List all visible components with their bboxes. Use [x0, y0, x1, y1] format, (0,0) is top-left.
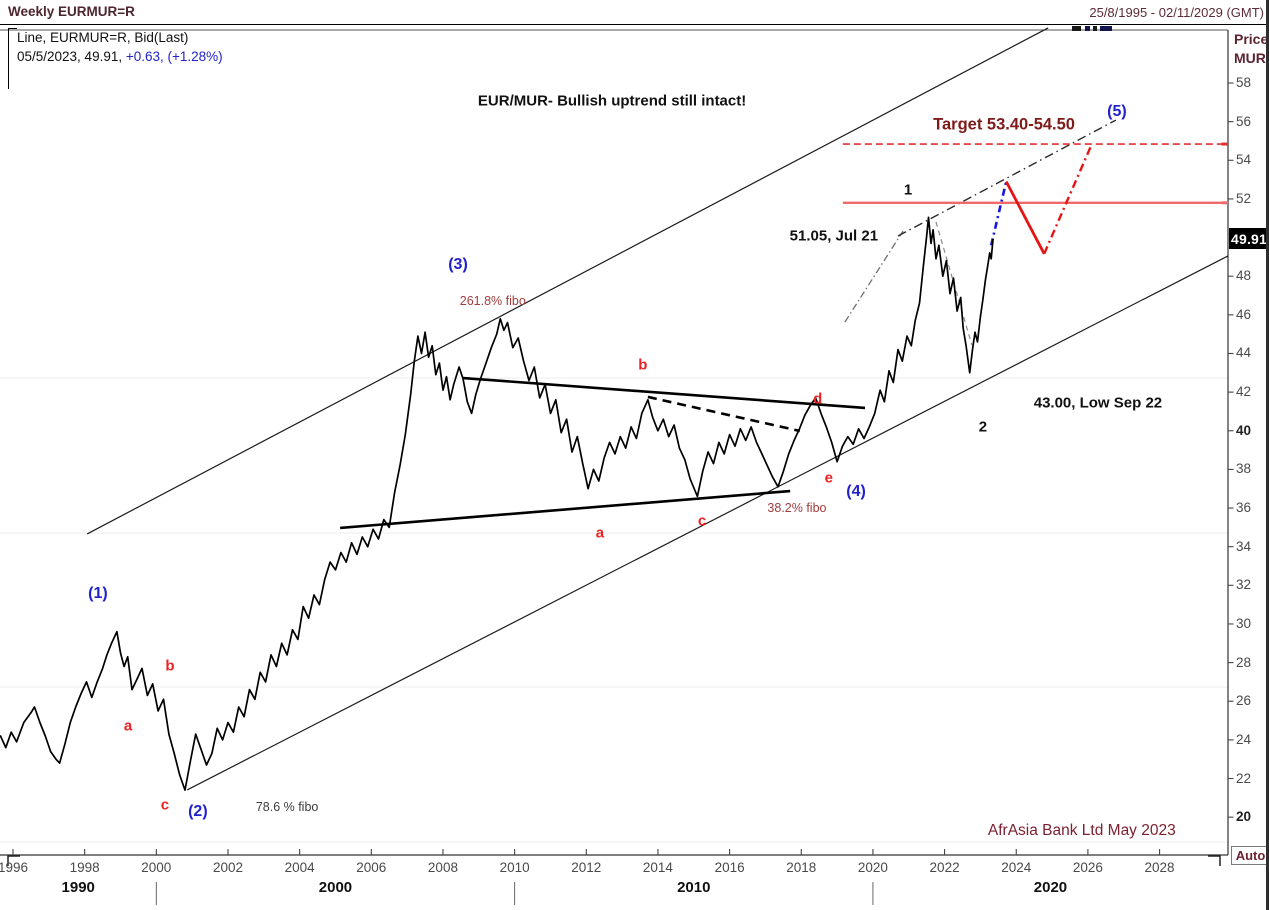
legend-bracket — [8, 28, 17, 89]
y-axis-tick-label: 40 — [1236, 422, 1252, 438]
corner-bracket-left — [7, 855, 20, 866]
y-axis-tick-label: 54 — [1236, 152, 1252, 168]
y-axis-tick-label: 38 — [1236, 461, 1252, 477]
clipped-annotation-fragment — [1093, 26, 1097, 31]
annotation-chart-headline: EUR/MUR- Bullish uptrend still intact! — [477, 92, 747, 110]
y-axis-tick-label: 36 — [1236, 500, 1252, 516]
auto-scale-button[interactable]: Auto — [1231, 846, 1269, 865]
annotation-note-low: 43.00, Low Sep 22 — [1033, 394, 1163, 412]
annotation-wave-c2: c — [697, 512, 707, 530]
annotation-wave-e: e — [824, 469, 834, 487]
annotation-wave-c1: c — [160, 796, 170, 814]
x-axis-year-label: 2014 — [642, 860, 673, 875]
y-axis-tick-label: 44 — [1236, 345, 1252, 361]
x-axis-year-label: 2026 — [1072, 860, 1103, 875]
legend-series-label: Line, EURMUR=R, Bid(Last) — [17, 30, 189, 45]
annotation-fibo-382: 38.2% fibo — [767, 501, 827, 516]
title-bar: Weekly EURMUR=R 25/8/1995 - 02/11/2029 (… — [0, 0, 1269, 25]
x-axis-year-label: 2022 — [929, 860, 960, 875]
y-axis-tick-label: 26 — [1236, 693, 1252, 709]
annotation-wave-2: (2) — [188, 802, 208, 820]
annotation-wave-3: (3) — [448, 255, 468, 273]
y-axis-tick-label: 56 — [1236, 113, 1252, 129]
y-axis-tick-label: 22 — [1236, 770, 1252, 786]
clipped-annotation-fragment — [1085, 26, 1090, 31]
annotation-wave-d: d — [813, 390, 823, 408]
annotation-wave-b2: b — [638, 356, 648, 374]
overlay-upper-channel — [86, 27, 1049, 535]
overlay-projection-red-solid — [1004, 180, 1046, 255]
y-axis-tick-label: 30 — [1236, 615, 1252, 631]
annotation-minor-wave-1: 1 — [903, 181, 913, 199]
annotation-fibo-2618: 261.8% fibo — [459, 293, 526, 308]
annotation-wave-b1: b — [165, 657, 175, 675]
y-axis-tick-label: 42 — [1236, 384, 1252, 400]
x-axis-year-label: 2020 — [857, 860, 888, 875]
y-axis-tick-label: 46 — [1236, 306, 1252, 322]
x-axis-year-label: 2008 — [427, 860, 458, 875]
y-axis-tick-label: 20 — [1236, 809, 1252, 825]
x-axis-year-label: 2024 — [1001, 860, 1032, 875]
annotation-target-label: Target 53.40-54.50 — [933, 115, 1075, 134]
x-axis-year-label: 2028 — [1144, 860, 1175, 875]
x-axis-year-label: 2000 — [141, 860, 172, 875]
overlay-triangle-lower — [340, 489, 791, 530]
y-axis-title-line2: MUR — [1234, 50, 1266, 66]
overlay-lower-channel — [186, 255, 1229, 791]
y-axis-tick-label: 32 — [1236, 577, 1252, 593]
annotation-fibo-786: 78.6 % fibo — [255, 799, 319, 814]
x-axis-year-label: 2018 — [786, 860, 817, 875]
legend-last-value-black: 05/5/2023, 49.91, — [17, 49, 123, 64]
x-axis-year-label: 2012 — [571, 860, 602, 875]
x-axis-year-label: 2002 — [212, 860, 243, 875]
overlay-projection-blue-dashdot — [989, 181, 1008, 246]
x-axis-year-label: 2010 — [499, 860, 530, 875]
last-price-badge: 49.91 — [1229, 228, 1269, 249]
annotation-wave-a2: a — [595, 524, 605, 542]
annotation-wave-4: (4) — [846, 483, 866, 500]
price-line-series — [0, 216, 994, 791]
x-axis-decade-label: 1990 — [61, 879, 95, 896]
y-axis-tick-label: 28 — [1236, 654, 1252, 670]
overlay-rally-dashdot-guide — [844, 230, 904, 323]
y-axis-title-line1: Price — [1234, 31, 1269, 47]
series-legend: Line, EURMUR=R, Bid(Last) 05/5/2023, 49.… — [8, 28, 223, 89]
x-axis-decade-label: 2020 — [1033, 879, 1068, 896]
x-axis-year-label: 1996 — [0, 860, 29, 875]
y-axis-title: Price MUR — [1234, 30, 1268, 68]
chart-title: Weekly EURMUR=R — [8, 4, 135, 19]
annotation-wave-a1: a — [123, 717, 133, 735]
x-axis-year-label: 2016 — [714, 860, 745, 875]
annotation-note-high: 51.05, Jul 21 — [789, 227, 879, 245]
y-axis-tick-label: 24 — [1236, 731, 1252, 747]
window-right-edge — [1266, 0, 1269, 910]
clipped-annotation-fragment — [1100, 26, 1112, 31]
x-axis-decade-label: 2010 — [677, 879, 711, 896]
x-axis-decade-label: 2000 — [318, 879, 353, 896]
x-axis-year-label: 1998 — [69, 860, 100, 875]
x-axis-year-label: 2006 — [356, 860, 387, 875]
annotation-minor-wave-2: 2 — [978, 418, 988, 436]
legend-last-value: 05/5/2023, 49.91, +0.63, (+1.28%) — [17, 47, 223, 66]
legend-last-change: +0.63, (+1.28%) — [122, 49, 223, 64]
y-axis-tick-label: 52 — [1236, 190, 1252, 206]
corner-bracket-right — [1208, 855, 1221, 866]
y-axis-tick-label: 48 — [1236, 268, 1252, 284]
annotation-brand-credit: AfrAsia Bank Ltd May 2023 — [987, 822, 1176, 840]
overlay-wave5-trendline-dashdot — [897, 119, 1117, 237]
overlay-triangle-upper — [462, 376, 866, 410]
overlay-projection-red-dashdot — [1043, 144, 1093, 255]
clipped-annotation-fragment — [1072, 26, 1081, 31]
annotation-wave-5: (5) — [1107, 102, 1127, 120]
annotation-wave-1: (1) — [88, 585, 108, 602]
overlay-triangle-inner-dashed — [647, 395, 801, 433]
date-range-label: 25/8/1995 - 02/11/2029 (GMT) — [1089, 5, 1264, 20]
y-axis-tick-label: 58 — [1236, 75, 1252, 90]
x-axis-year-label: 2004 — [284, 860, 315, 875]
y-axis-tick-label: 34 — [1236, 538, 1252, 554]
